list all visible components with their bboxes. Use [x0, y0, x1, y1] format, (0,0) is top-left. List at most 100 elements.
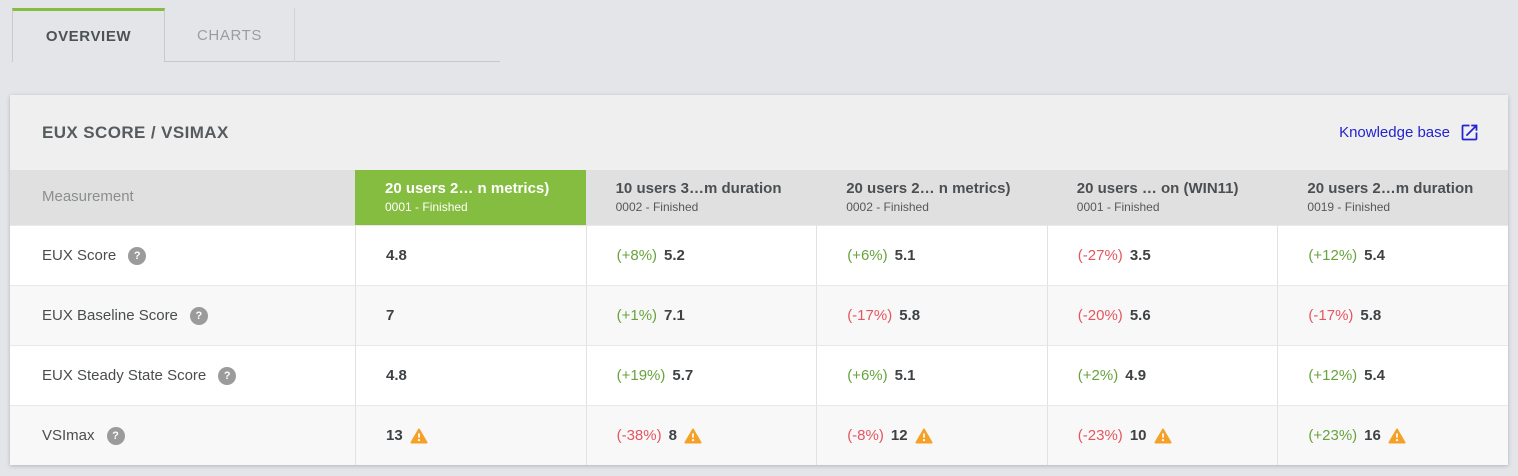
column-header-title: 20 users 2… n metrics) — [846, 179, 1011, 197]
value-cell-col-3: (+6%) 5.1 — [816, 346, 1047, 405]
warning-icon — [915, 428, 933, 443]
value-cell-col-1: 4.8 — [355, 226, 586, 285]
metric-value: 7 — [386, 307, 395, 324]
value-cell-col-5: (+23%) 16 — [1277, 406, 1508, 465]
value-cell-col-4: (-27%) 3.5 — [1046, 226, 1278, 285]
metric-value: 3.5 — [1129, 247, 1151, 264]
value-cell-col-1: 7 — [355, 286, 586, 345]
value-cell-col-2: (+1%) 7.1 — [585, 286, 817, 345]
percent-change-positive: (+6%) — [847, 247, 888, 264]
value-cell-col-5: (+12%) 5.4 — [1277, 226, 1508, 285]
column-header-test-4[interactable]: 20 users … on (WIN11) 0001 - Finished — [1047, 170, 1278, 225]
measurement-label: EUX Steady State Score — [42, 367, 207, 384]
value-cell-col-3: (+6%) 5.1 — [816, 226, 1047, 285]
table-row: EUX Baseline Score? 7 (+1%) 7.1 (-17%) 5.8 (-2… — [10, 285, 1508, 345]
help-icon[interactable]: ? — [218, 366, 237, 385]
percent-change-negative: (-8%) — [847, 427, 884, 444]
value-cell-col-4: (+2%) 4.9 — [1046, 346, 1278, 405]
value-cell-col-1: 13 — [355, 406, 586, 465]
value-cell-col-1: 4.8 — [355, 346, 586, 405]
column-header-test-3[interactable]: 20 users 2… n metrics) 0002 - Finished — [816, 170, 1047, 225]
measurement-label: VSImax — [42, 427, 95, 444]
value-cell-col-5: (+12%) 5.4 — [1277, 346, 1508, 405]
tab-charts[interactable]: CHARTS — [165, 8, 295, 62]
value-cell-col-2: (+8%) 5.2 — [585, 226, 817, 285]
column-header-subtitle: 0001 - Finished — [1076, 200, 1160, 215]
percent-change-positive: (+12%) — [1308, 367, 1358, 384]
value-cell-col-2: (+19%) 5.7 — [585, 346, 817, 405]
comparison-table: Measurement 20 users 2… n metrics) 0001 -… — [10, 170, 1508, 465]
measurement-label-cell: EUX Baseline Score? — [10, 286, 355, 345]
table-body: EUX Score? 4.8 (+8%) 5.2 (+6%) 5.1 (-27%) 3.5 (+… — [10, 225, 1508, 465]
percent-change-negative: (-17%) — [1308, 307, 1354, 324]
tab-overview[interactable]: OVERVIEW — [12, 8, 165, 62]
column-header-test-5[interactable]: 20 users 2…m duration 0019 - Finished — [1277, 170, 1508, 225]
metric-value: 5.4 — [1364, 247, 1386, 264]
column-header-title: 20 users … on (WIN11) — [1076, 179, 1239, 197]
measurement-label-cell: EUX Steady State Score? — [10, 346, 355, 405]
value-cell-col-2: (-38%) 8 — [585, 406, 817, 465]
metric-value: 4.9 — [1125, 367, 1147, 384]
table-row: VSImax? 13 (-38%) 8 (-8%) 12 (-23%) 10 (+23%… — [10, 405, 1508, 465]
table-row: EUX Score? 4.8 (+8%) 5.2 (+6%) 5.1 (-27%) 3.5 (+… — [10, 225, 1508, 285]
help-icon[interactable]: ? — [189, 306, 208, 325]
metric-value: 5.8 — [899, 307, 921, 324]
value-cell-col-5: (-17%) 5.8 — [1277, 286, 1508, 345]
column-header-title: 10 users 3…m duration — [615, 179, 782, 197]
knowledge-base-label: Knowledge base — [1339, 124, 1450, 141]
percent-change-negative: (-38%) — [616, 427, 662, 444]
help-icon[interactable]: ? — [128, 246, 147, 265]
value-cell-col-4: (-20%) 5.6 — [1046, 286, 1278, 345]
table-row: EUX Steady State Score? 4.8 (+19%) 5.7 (+6%)… — [10, 345, 1508, 405]
metric-value: 5.2 — [664, 247, 685, 264]
metric-value: 7.1 — [664, 307, 685, 324]
percent-change-positive: (+1%) — [616, 307, 658, 324]
percent-change-negative: (-17%) — [847, 307, 893, 324]
panel-title: EUX SCORE / VSIMAX — [42, 122, 229, 142]
column-header-title: 20 users 2… n metrics) — [385, 179, 550, 197]
measurement-label-cell: EUX Score? — [10, 226, 355, 285]
metric-value: 5.4 — [1364, 367, 1386, 384]
column-header-title: 20 users 2…m duration — [1307, 179, 1474, 197]
measurement-label: EUX Score — [42, 247, 117, 264]
external-link-icon — [1461, 124, 1478, 141]
metric-value: 5.6 — [1129, 307, 1151, 324]
column-header-subtitle: 0002 - Finished — [846, 200, 929, 215]
metric-value: 5.1 — [894, 367, 916, 384]
percent-change-positive: (+2%) — [1077, 367, 1119, 384]
percent-change-positive: (+6%) — [847, 367, 888, 384]
metric-value: 12 — [890, 427, 908, 444]
metric-value: 5.8 — [1360, 307, 1382, 324]
warning-icon — [1153, 428, 1172, 443]
metric-value: 13 — [386, 427, 403, 444]
column-header-subtitle: 0002 - Finished — [615, 200, 699, 215]
eux-vsimax-panel: EUX SCORE / VSIMAX Knowledge base Measur… — [10, 95, 1508, 465]
metric-value: 4.8 — [386, 247, 407, 264]
column-header-subtitle: 0001 - Finished — [385, 200, 468, 215]
percent-change-positive: (+19%) — [616, 367, 666, 384]
table-header-row: Measurement 20 users 2… n metrics) 0001 -… — [10, 170, 1508, 225]
percent-change-negative: (-20%) — [1077, 307, 1123, 324]
warning-icon — [684, 428, 702, 443]
metric-value: 8 — [668, 427, 677, 444]
panel-header: EUX SCORE / VSIMAX Knowledge base — [10, 95, 1508, 170]
column-header-subtitle: 0019 - Finished — [1307, 200, 1391, 215]
metric-value: 10 — [1129, 427, 1147, 444]
measurement-label: EUX Baseline Score — [42, 307, 178, 324]
column-header-test-1[interactable]: 20 users 2… n metrics) 0001 - Finished — [355, 170, 586, 225]
percent-change-positive: (+23%) — [1308, 427, 1358, 444]
column-header-test-2[interactable]: 10 users 3…m duration 0002 - Finished — [586, 170, 817, 225]
help-icon[interactable]: ? — [106, 426, 125, 445]
warning-icon — [410, 428, 428, 443]
percent-change-negative: (-23%) — [1077, 427, 1123, 444]
warning-icon — [1388, 428, 1406, 443]
metric-value: 4.8 — [386, 367, 407, 384]
value-cell-col-4: (-23%) 10 — [1046, 406, 1278, 465]
value-cell-col-3: (-17%) 5.8 — [816, 286, 1047, 345]
knowledge-base-link[interactable]: Knowledge base — [1339, 122, 1480, 143]
measurement-column-header: Measurement — [42, 188, 134, 206]
percent-change-positive: (+12%) — [1308, 247, 1358, 264]
metric-value: 16 — [1364, 427, 1381, 444]
measurement-label-cell: VSImax? — [10, 406, 355, 465]
metric-value: 5.1 — [894, 247, 916, 264]
